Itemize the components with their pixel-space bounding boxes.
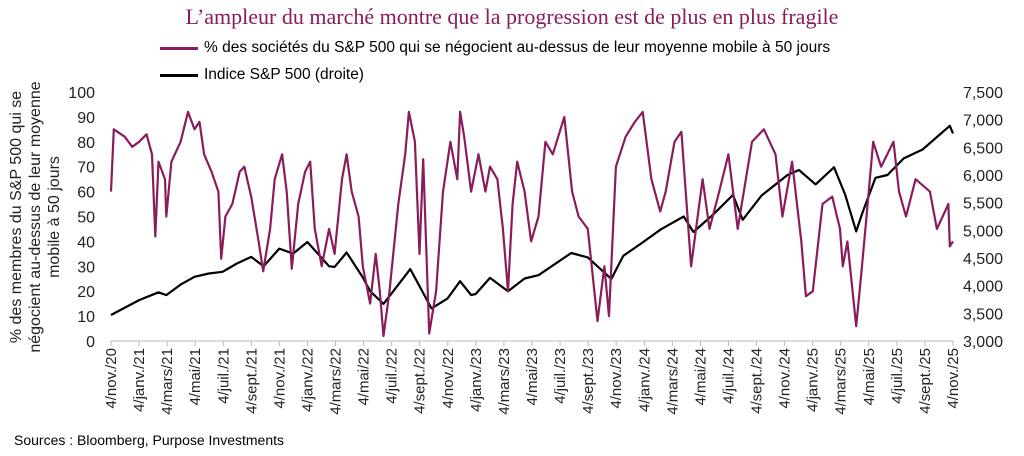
series-line-sp500 xyxy=(110,124,955,316)
y-tick-label: 40 xyxy=(77,234,95,251)
x-tick-label: 4/mars/23 xyxy=(496,348,513,415)
y-tick-label: 10 xyxy=(77,309,95,326)
x-tick-label: 4/nov./24 xyxy=(777,348,794,409)
y2-tick-label: 7,000 xyxy=(963,113,1003,130)
x-tick-label: 4/juil./22 xyxy=(384,348,401,404)
y-tick-label: 80 xyxy=(77,135,95,152)
legend-item-breadth: % des sociétés du S&P 500 qui se négocie… xyxy=(160,39,830,57)
x-tick-label: 4/juil./24 xyxy=(720,348,737,404)
y2-tick-label: 5,500 xyxy=(963,196,1003,213)
x-tick-label: 4/sept./23 xyxy=(580,348,597,414)
y-tick-label: 70 xyxy=(77,160,95,177)
source-note: Sources : Bloomberg, Purpose Investments xyxy=(14,432,285,448)
x-tick-label: 4/mars/24 xyxy=(664,348,681,415)
y-tick-label: 90 xyxy=(77,110,95,127)
x-tick-label: 4/nov./23 xyxy=(608,348,625,409)
x-tick-label: 4/sept./25 xyxy=(917,348,934,414)
x-tick-label: 4/mai/25 xyxy=(861,348,878,406)
y-tick-label: 20 xyxy=(77,284,95,301)
legend-swatch-black xyxy=(160,73,198,77)
x-tick-label: 4/janv./22 xyxy=(299,348,316,412)
y2-tick-label: 5,000 xyxy=(963,223,1003,240)
x-tick-label: 4/mars/25 xyxy=(833,348,850,415)
y-axis-title-line: mobile à 50 jours xyxy=(46,156,63,278)
y2-tick-label: 6,000 xyxy=(963,168,1003,185)
x-tick-label: 4/mai/21 xyxy=(187,348,204,406)
x-tick-label: 4/juil./23 xyxy=(552,348,569,404)
x-tick-label: 4/janv./25 xyxy=(805,348,822,412)
x-tick-label: 4/sept./22 xyxy=(412,348,429,414)
x-tick-label: 4/janv./23 xyxy=(468,348,485,412)
x-tick-label: 4/mars/22 xyxy=(328,348,345,415)
y-axis-title-line: % des membres du S&P 500 qui se xyxy=(8,91,25,343)
x-tick-label: 4/nov./21 xyxy=(271,348,288,409)
x-tick-label: 4/sept./21 xyxy=(243,348,260,414)
x-tick-label: 4/nov./22 xyxy=(440,348,457,409)
x-tick-label: 4/mars/21 xyxy=(159,348,176,415)
y-tick-label: 100 xyxy=(68,85,95,102)
series-line-breadth xyxy=(109,110,954,338)
x-tick-label: 4/juil./21 xyxy=(215,348,232,404)
y2-tick-label: 4,500 xyxy=(963,251,1003,268)
y2-tick-label: 3,000 xyxy=(963,334,1003,351)
x-tick-label: 4/janv./24 xyxy=(636,348,653,412)
y-axis-title: % des membres du S&P 500 qui se négocient… xyxy=(8,81,63,352)
x-tick-label: 4/sept./24 xyxy=(749,348,766,414)
y2-tick-label: 4,000 xyxy=(963,279,1003,296)
y-tick-label: 0 xyxy=(86,334,95,351)
y-axis-title-line: négocient au-dessus de leur moyenne xyxy=(27,81,44,352)
x-tick-label: 4/nov./20 xyxy=(103,348,120,409)
series-lines xyxy=(109,110,955,338)
y-tick-label: 30 xyxy=(77,259,95,276)
y2-tick-label: 6,500 xyxy=(963,140,1003,157)
y2-tick-label: 3,500 xyxy=(963,306,1003,323)
y2-tick-label: 7,500 xyxy=(963,85,1003,102)
x-tick-label: 4/janv./21 xyxy=(131,348,148,412)
legend-label: Indice S&P 500 (droite) xyxy=(204,66,364,83)
x-tick-label: 4/juil./25 xyxy=(889,348,906,404)
x-tick-label: 4/mai/23 xyxy=(524,348,541,406)
chart-title: L’ampleur du marché montre que la progre… xyxy=(185,4,839,29)
axes: 4/nov./20 4/janv./21 4/mars/21 4/mai/21 4/ju… xyxy=(68,85,1003,415)
x-tick-label: 4/mai/22 xyxy=(356,348,373,406)
x-tick-label: 4/nov./25 xyxy=(945,348,962,409)
legend-label: % des sociétés du S&P 500 qui se négocie… xyxy=(204,39,831,56)
x-tick-label: 4/mai/24 xyxy=(692,348,709,406)
y-tick-label: 60 xyxy=(77,185,95,202)
legend-item-sp500: Indice S&P 500 (droite) xyxy=(160,66,364,84)
legend-swatch-purple xyxy=(160,46,198,50)
y-tick-label: 50 xyxy=(77,210,95,227)
